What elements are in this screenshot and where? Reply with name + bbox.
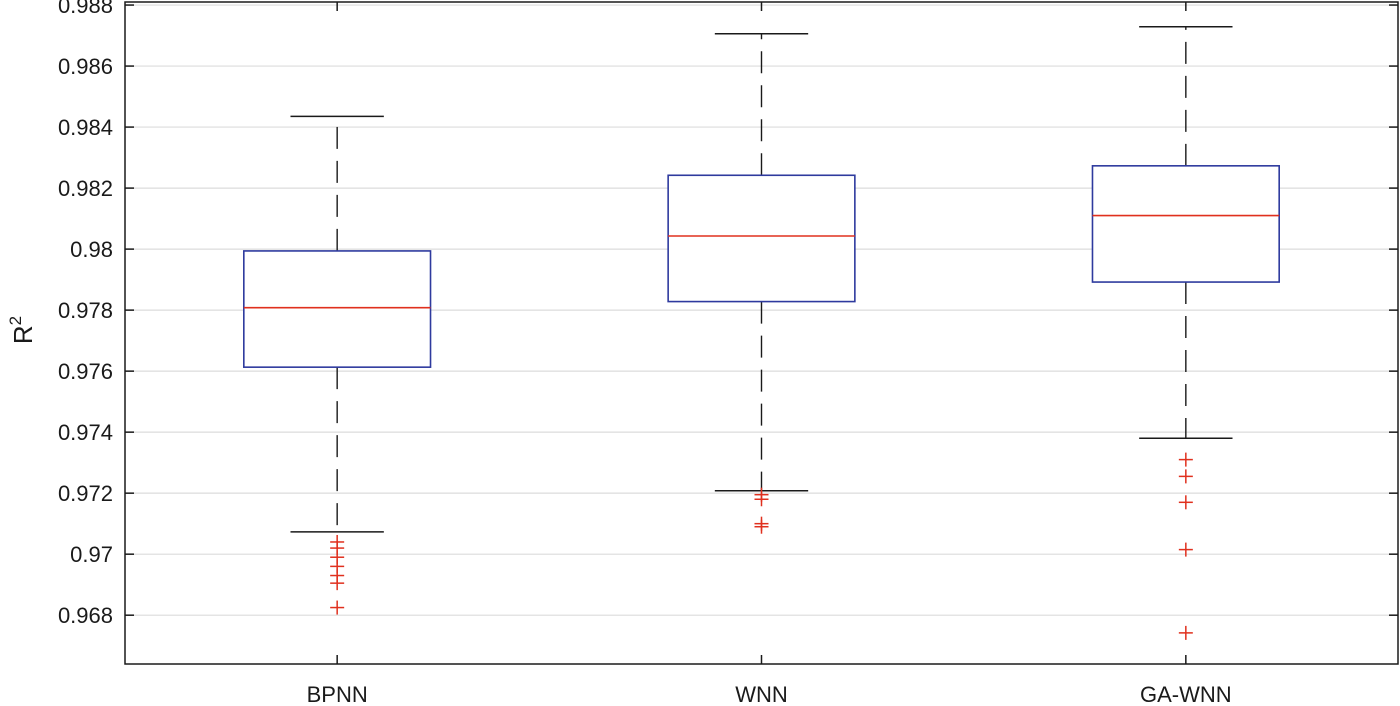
outlier-marker — [1178, 452, 1193, 467]
outlier-marker — [330, 576, 345, 591]
box-group — [1091, 25, 1280, 640]
outlier-marker — [1178, 625, 1193, 640]
y-axis-label: R2 — [6, 316, 38, 344]
outlier-marker — [754, 519, 769, 534]
y-tick-label: 0.978 — [58, 298, 113, 323]
x-category-label: WNN — [735, 682, 788, 706]
boxes — [243, 25, 1280, 640]
iqr-box — [667, 174, 856, 303]
y-tick-label: 0.986 — [58, 54, 113, 79]
x-category-label: BPNN — [307, 682, 368, 706]
outlier-marker — [330, 600, 345, 615]
y-tick-label: 0.972 — [58, 481, 113, 506]
iqr-box — [1091, 165, 1280, 283]
y-tick-label: 0.974 — [58, 420, 113, 445]
outlier-marker — [1178, 469, 1193, 484]
y-tick-label: 0.984 — [58, 115, 113, 140]
y-axis-label-base: R — [8, 325, 38, 344]
box-group — [667, 32, 856, 534]
x-category-label: GA-WNN — [1140, 682, 1232, 706]
y-axis-ticks: 0.968 0.97 0.972 0.974 0.976 0.978 0.98 0.982 0.… — [58, 0, 1398, 628]
y-tick-label: 0.97 — [70, 542, 113, 567]
y-tick-label: 0.976 — [58, 359, 113, 384]
y-tick-label: 0.98 — [70, 237, 113, 262]
box-group — [243, 115, 432, 615]
outlier-marker — [754, 492, 769, 507]
y-tick-label: 0.968 — [58, 603, 113, 628]
outlier-marker — [1178, 495, 1193, 510]
outlier-marker — [1178, 542, 1193, 557]
iqr-box — [243, 250, 432, 368]
y-tick-label: 0.988 — [58, 0, 113, 18]
y-axis-label-superscript: 2 — [6, 316, 25, 325]
y-tick-label: 0.982 — [58, 176, 113, 201]
x-axis-ticks: BPNN WNN GA-WNN — [307, 2, 1232, 706]
